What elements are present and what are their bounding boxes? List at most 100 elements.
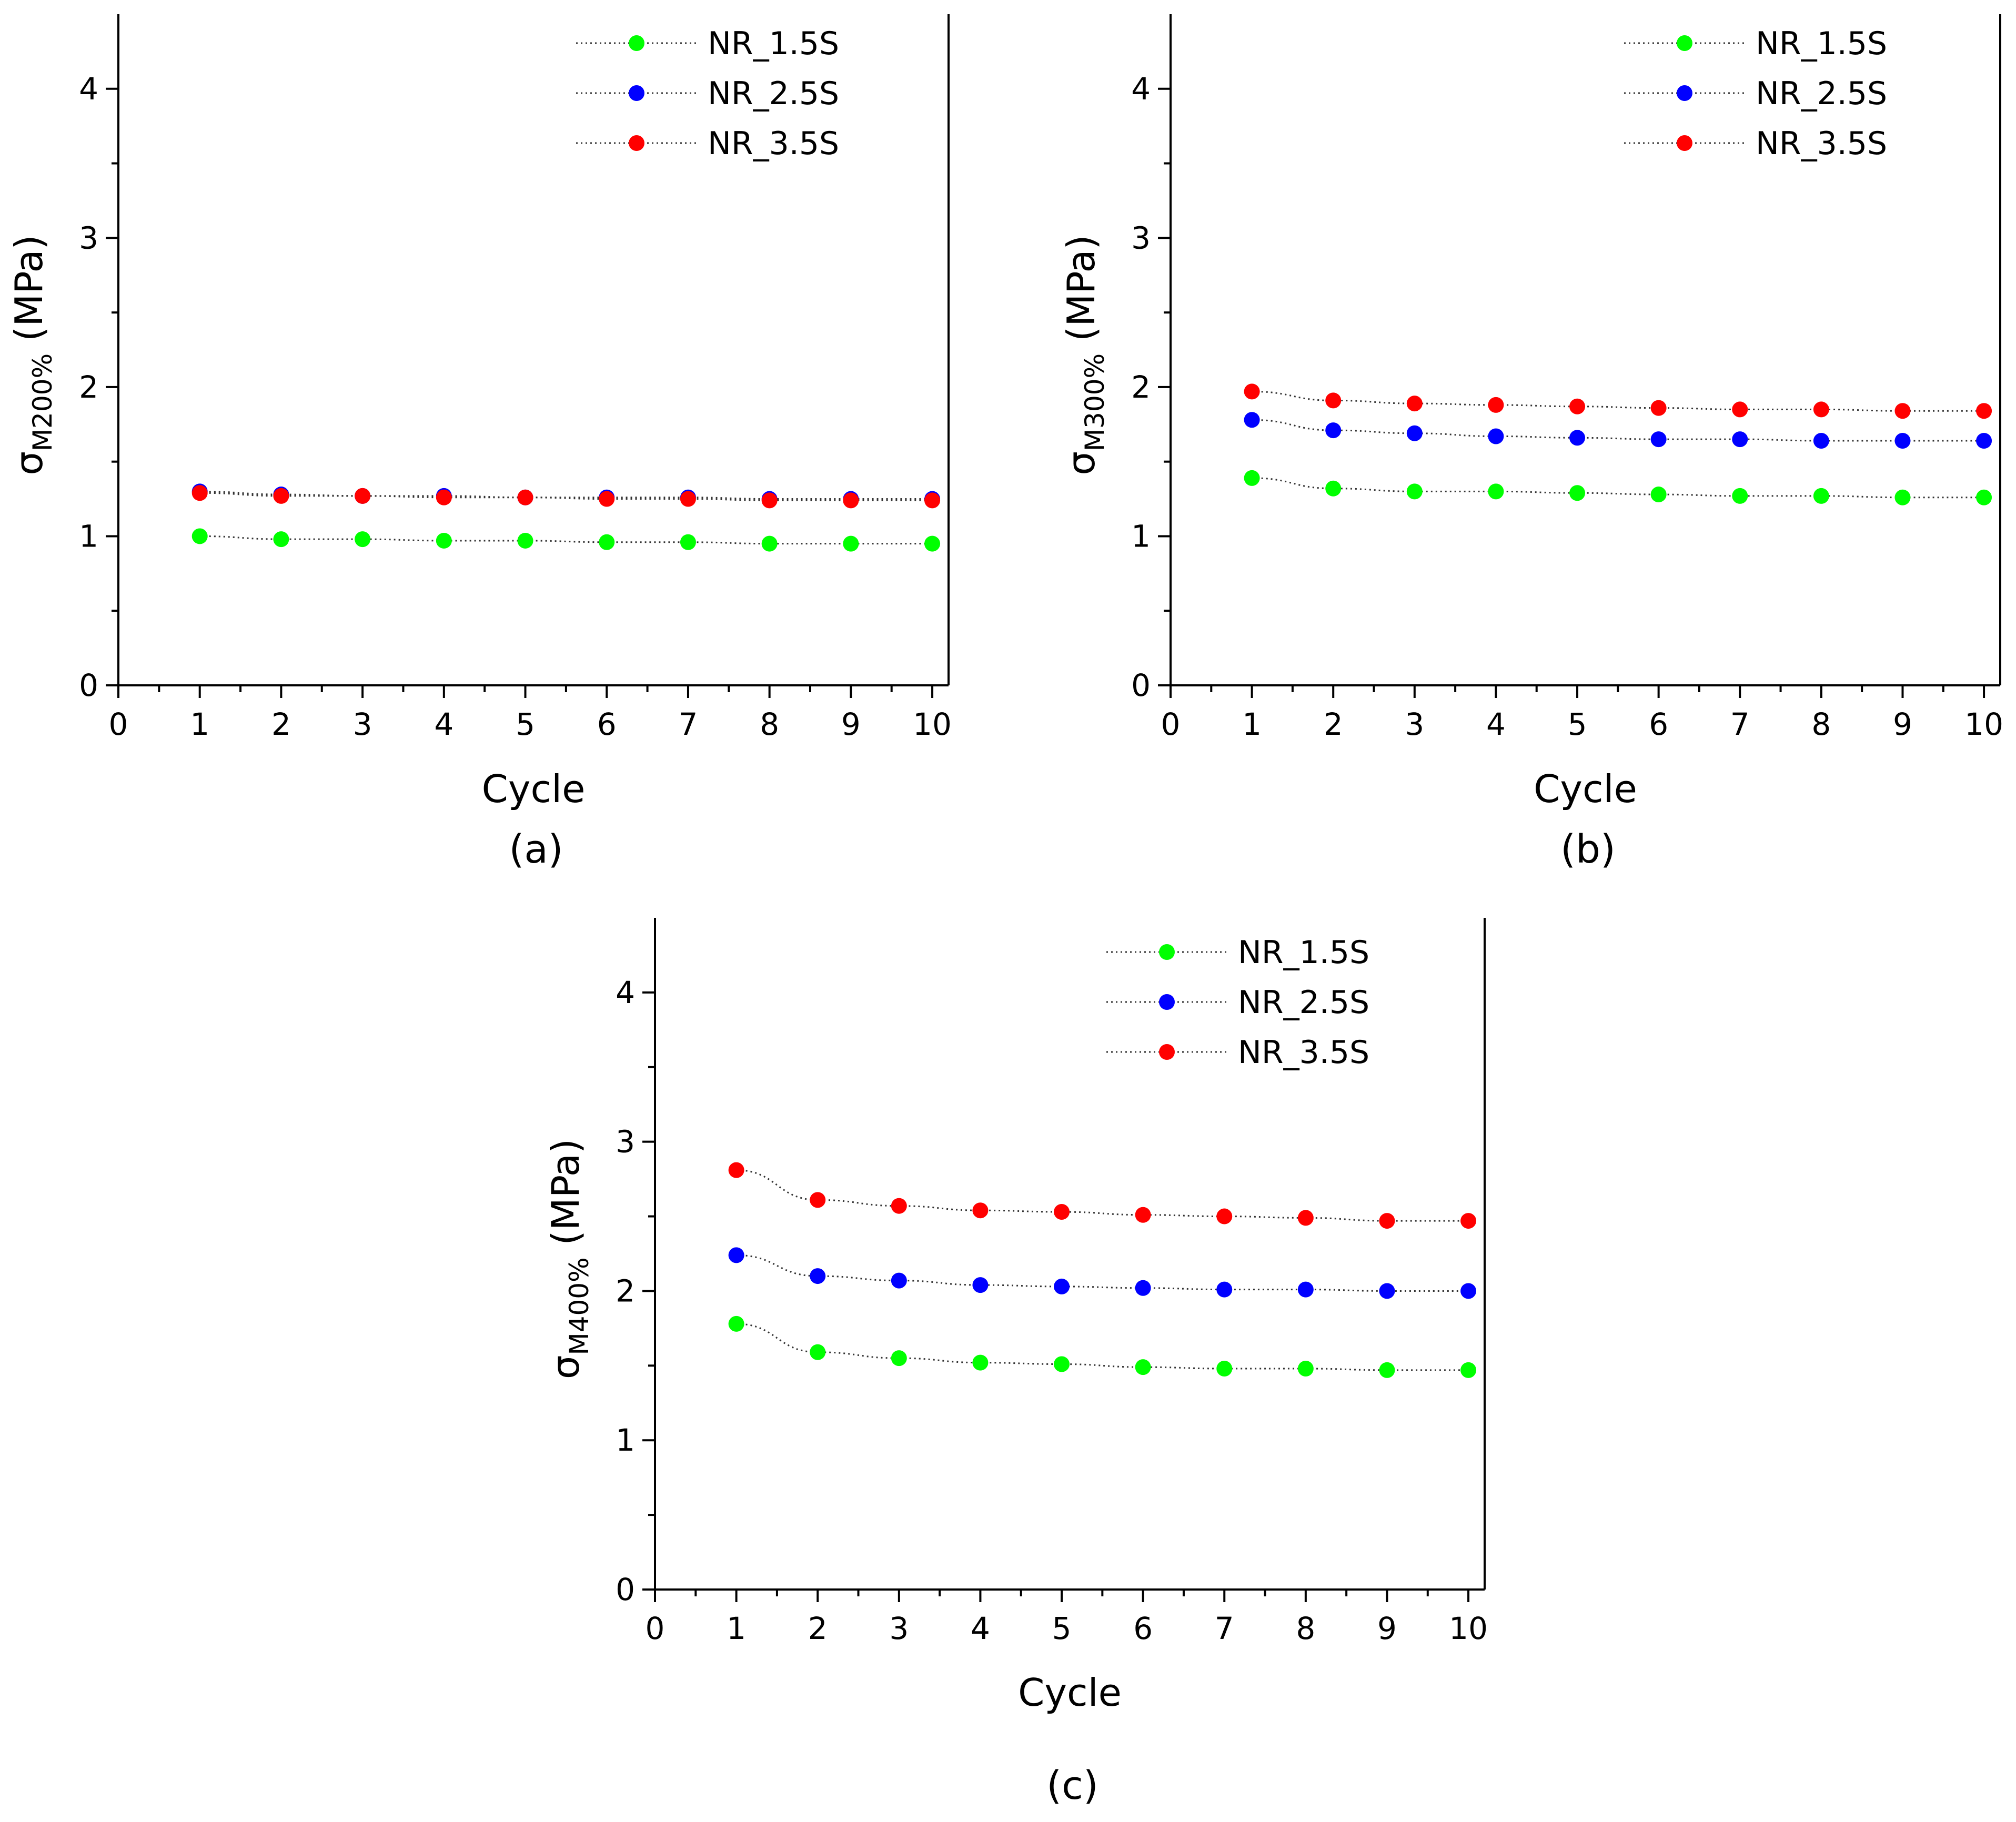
data-point-NR_2.5S-cycle-5 — [1054, 1278, 1070, 1294]
y-axis-symbol: σ — [543, 1355, 588, 1379]
data-point-NR_2.5S-cycle-1 — [1244, 412, 1260, 428]
data-point-NR_1.5S-cycle-5 — [1054, 1356, 1070, 1372]
legend-label-NR_1.5S: NR_1.5S — [708, 25, 839, 62]
x-tick-label: 3 — [353, 706, 372, 742]
y-axis-symbol: σ — [1059, 451, 1103, 475]
data-point-NR_2.5S-cycle-8 — [1813, 432, 1829, 449]
x-tick-label: 1 — [190, 706, 209, 742]
legend-label-NR_3.5S: NR_3.5S — [1238, 1034, 1369, 1071]
data-point-NR_1.5S-cycle-5 — [1569, 485, 1586, 501]
data-point-NR_2.5S-cycle-2 — [810, 1268, 826, 1284]
data-point-NR_1.5S-cycle-10 — [924, 535, 941, 552]
x-tick-label: 2 — [271, 706, 291, 742]
legend-label-NR_1.5S: NR_1.5S — [1238, 934, 1369, 971]
data-point-NR_3.5S-cycle-2 — [1325, 392, 1342, 409]
y-tick-label: 2 — [79, 369, 98, 405]
y-axis-symbol: σ — [7, 451, 51, 475]
chart-panel-b: 0 1 2 3 4 5 6 7 8 9 10 0 1 2 3 4 Cycle σM300% (MPa) (b) NR_… — [1059, 14, 2003, 872]
legend-label-NR_2.5S: NR_2.5S — [708, 75, 839, 112]
data-point-NR_1.5S-cycle-7 — [1216, 1361, 1233, 1377]
x-tick-label: 0 — [646, 1611, 665, 1646]
data-point-NR_3.5S-cycle-5 — [1569, 398, 1586, 414]
x-tick-label: 10 — [913, 706, 952, 742]
legend-label-NR_3.5S: NR_3.5S — [1756, 125, 1887, 162]
data-point-NR_2.5S-cycle-9 — [1379, 1283, 1395, 1299]
data-point-NR_3.5S-cycle-3 — [891, 1198, 907, 1214]
data-point-NR_2.5S-cycle-5 — [1569, 430, 1586, 446]
y-tick-label: 0 — [79, 667, 98, 703]
x-tick-label: 7 — [1730, 706, 1750, 742]
data-point-NR_3.5S-cycle-6 — [1650, 400, 1667, 416]
data-point-NR_1.5S-cycle-2 — [810, 1344, 826, 1360]
panel-label: (c) — [1046, 1763, 1098, 1808]
data-point-NR_3.5S-cycle-9 — [843, 492, 859, 509]
data-point-NR_3.5S-cycle-3 — [355, 488, 371, 504]
data-point-NR_3.5S-cycle-3 — [1406, 396, 1423, 412]
data-point-NR_2.5S-cycle-3 — [891, 1272, 907, 1289]
x-tick-label: 8 — [1296, 1611, 1315, 1646]
y-tick-label: 3 — [79, 220, 98, 256]
data-point-NR_3.5S-cycle-1 — [191, 485, 208, 501]
data-point-NR_1.5S-cycle-1 — [728, 1315, 744, 1332]
x-tick-label: 2 — [808, 1611, 828, 1646]
x-tick-label: 10 — [1964, 706, 2003, 742]
series-line-NR_3.5S — [1252, 390, 1984, 412]
series-line-NR_2.5S — [736, 1254, 1469, 1292]
x-tick-label: 10 — [1449, 1611, 1488, 1646]
panel-label: (b) — [1560, 827, 1616, 872]
x-tick-label: 7 — [678, 706, 698, 742]
data-point-NR_3.5S-cycle-8 — [1813, 401, 1829, 418]
y-axis-subscript: M400% — [564, 1257, 594, 1355]
y-tick-label: 4 — [79, 71, 98, 107]
y-tick-label: 2 — [1131, 369, 1151, 405]
data-point-NR_3.5S-cycle-1 — [1244, 383, 1260, 400]
data-point-NR_3.5S-cycle-9 — [1379, 1213, 1395, 1229]
data-point-NR_1.5S-cycle-3 — [355, 531, 371, 548]
series-line-NR_2.5S — [1252, 419, 1984, 442]
legend-marker-NR_1.5S — [1159, 944, 1175, 960]
data-point-NR_3.5S-cycle-5 — [517, 489, 533, 505]
y-tick-label: 2 — [616, 1273, 635, 1309]
y-tick-label: 0 — [1131, 667, 1151, 703]
legend-label-NR_3.5S: NR_3.5S — [708, 125, 839, 162]
chart-panel-c: 0 1 2 3 4 5 6 7 8 9 10 0 1 2 3 4 Cycle σM400% (MPa) (c) NR_… — [543, 918, 1488, 1808]
x-tick-label: 6 — [1133, 1611, 1153, 1646]
data-point-NR_3.5S-cycle-4 — [972, 1202, 989, 1219]
legend-label-NR_2.5S: NR_2.5S — [1756, 75, 1887, 112]
data-point-NR_1.5S-cycle-7 — [680, 534, 696, 550]
y-axis-title: σM300% (MPa) — [1059, 235, 1110, 475]
data-point-NR_2.5S-cycle-10 — [1976, 432, 1992, 449]
data-point-NR_1.5S-cycle-2 — [1325, 480, 1342, 497]
data-point-NR_1.5S-cycle-4 — [972, 1354, 989, 1371]
x-tick-label: 1 — [1242, 706, 1262, 742]
series-line-NR_3.5S — [736, 1169, 1469, 1222]
x-axis-title: Cycle — [482, 767, 586, 811]
x-tick-label: 4 — [1486, 706, 1506, 742]
y-tick-label: 4 — [616, 975, 635, 1010]
data-point-NR_2.5S-cycle-2 — [1325, 422, 1342, 439]
series-line-NR_1.5S — [199, 535, 933, 545]
y-axis-unit: (MPa) — [7, 235, 51, 353]
data-point-NR_1.5S-cycle-9 — [1894, 489, 1911, 505]
data-point-NR_3.5S-cycle-8 — [761, 492, 778, 509]
data-point-NR_2.5S-cycle-4 — [972, 1277, 989, 1293]
legend-marker-NR_2.5S — [1159, 994, 1175, 1010]
legend-label-NR_1.5S: NR_1.5S — [1756, 25, 1887, 62]
legend-marker-NR_2.5S — [629, 85, 644, 101]
data-point-NR_2.5S-cycle-8 — [1297, 1281, 1314, 1298]
y-tick-label: 0 — [616, 1572, 635, 1607]
data-point-NR_1.5S-cycle-5 — [517, 532, 533, 549]
x-tick-label: 7 — [1215, 1611, 1234, 1646]
data-point-NR_2.5S-cycle-1 — [728, 1247, 744, 1263]
data-point-NR_1.5S-cycle-1 — [1244, 470, 1260, 486]
y-tick-label: 1 — [79, 518, 98, 554]
data-point-NR_3.5S-cycle-7 — [1216, 1208, 1233, 1224]
data-point-NR_3.5S-cycle-6 — [599, 491, 615, 507]
y-tick-label: 3 — [616, 1124, 635, 1160]
legend-marker-NR_1.5S — [629, 35, 644, 51]
data-point-NR_1.5S-cycle-3 — [891, 1350, 907, 1367]
y-axis-unit: (MPa) — [543, 1139, 588, 1258]
data-point-NR_1.5S-cycle-8 — [1297, 1361, 1314, 1377]
data-point-NR_3.5S-cycle-6 — [1135, 1207, 1151, 1223]
x-tick-label: 4 — [971, 1611, 990, 1646]
